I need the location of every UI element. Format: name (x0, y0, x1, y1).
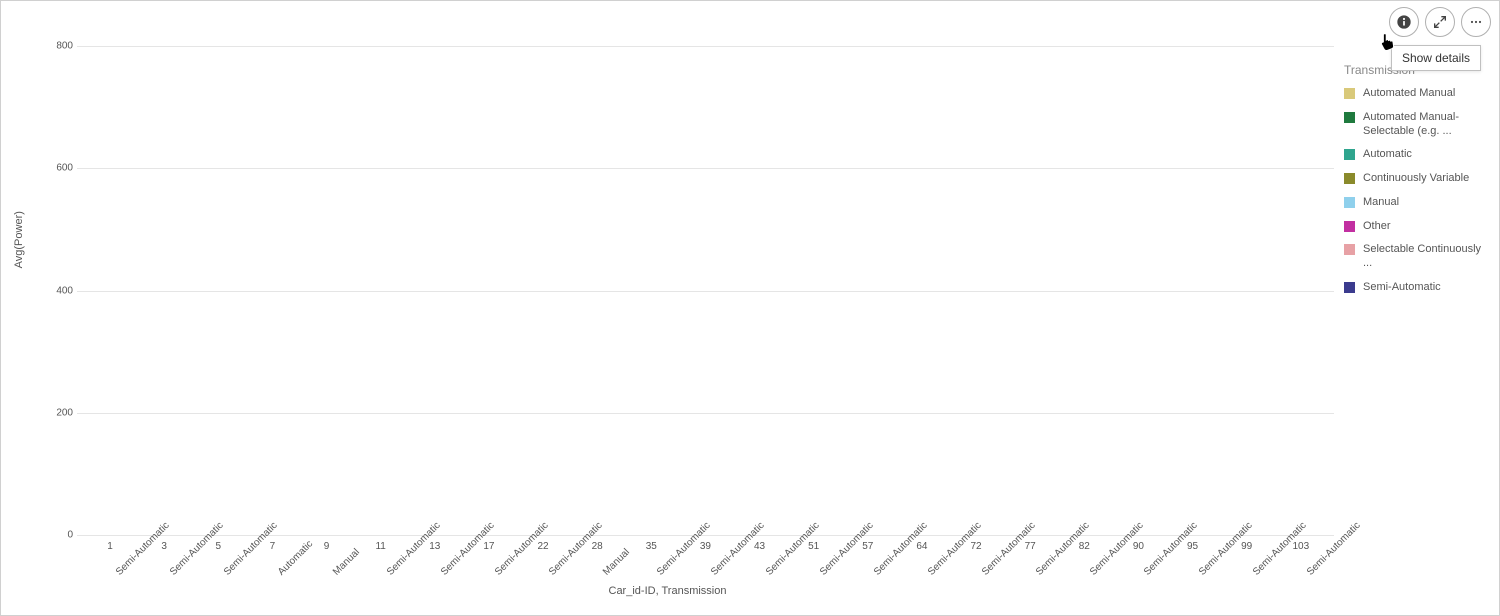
x-tick-transmission: Semi-Automatic (385, 570, 393, 578)
x-tick-transmission: Semi-Automatic (980, 570, 988, 578)
x-tick-id: 57 (862, 541, 873, 552)
expand-icon (1432, 14, 1448, 30)
grid-line (77, 413, 1334, 414)
x-tick-slot: 35 Semi-Automatic (624, 535, 678, 581)
x-tick-transmission: Semi-Automatic (1251, 570, 1259, 578)
x-tick-transmission: Semi-Automatic (1305, 570, 1313, 578)
y-tick-label: 400 (49, 285, 73, 296)
expand-button[interactable] (1425, 7, 1455, 37)
x-tick-id: 28 (592, 541, 603, 552)
x-tick-id: 9 (324, 541, 330, 552)
x-tick-id: 90 (1133, 541, 1144, 552)
x-tick-id: 77 (1025, 541, 1036, 552)
legend-swatch (1344, 221, 1355, 232)
x-tick-transmission: Manual (601, 570, 609, 578)
info-tooltip: Show details (1391, 45, 1481, 71)
x-tick-transmission: Semi-Automatic (1088, 570, 1096, 578)
x-tick-id: 35 (646, 541, 657, 552)
legend-swatch (1344, 244, 1355, 255)
legend-label: Semi-Automatic (1363, 281, 1489, 295)
legend-item[interactable]: Automated Manual (1344, 87, 1489, 101)
y-tick-label: 800 (49, 41, 73, 52)
x-tick-id: 39 (700, 541, 711, 552)
x-tick-transmission: Semi-Automatic (1197, 570, 1205, 578)
x-tick-id: 43 (754, 541, 765, 552)
more-button[interactable] (1461, 7, 1491, 37)
x-tick-transmission: Semi-Automatic (709, 570, 717, 578)
more-icon (1468, 14, 1484, 30)
info-icon (1396, 14, 1412, 30)
x-tick-transmission: Semi-Automatic (222, 570, 230, 578)
x-ticks: 1 Semi-Automatic 3 Semi-Automatic 5 Semi-Auto… (77, 535, 1334, 581)
x-tick-id: 5 (216, 541, 222, 552)
x-tick-id: 17 (483, 541, 494, 552)
legend-label: Automated Manual (1363, 87, 1489, 101)
x-tick-id: 13 (429, 541, 440, 552)
y-tick-label: 200 (49, 407, 73, 418)
legend-label: Other (1363, 220, 1489, 234)
legend-label: Manual (1363, 196, 1489, 210)
x-tick-transmission: Semi-Automatic (926, 570, 934, 578)
legend-label: Automatic (1363, 148, 1489, 162)
x-tick-id: 7 (270, 541, 276, 552)
x-tick-id: 95 (1187, 541, 1198, 552)
chart-toolbar (1389, 7, 1491, 37)
legend-item[interactable]: Selectable Continuously ... (1344, 243, 1489, 271)
x-tick-slot: 1 Semi-Automatic (83, 535, 137, 581)
x-tick-id: 64 (916, 541, 927, 552)
x-tick-transmission: Semi-Automatic (818, 570, 826, 578)
x-tick-transmission: Semi-Automatic (872, 570, 880, 578)
plot-area: 0200400600800 (77, 46, 1334, 535)
x-tick-id: 3 (161, 541, 167, 552)
x-tick-transmission: Semi-Automatic (439, 570, 447, 578)
x-tick-id: 11 (375, 541, 385, 552)
legend: Transmission Automated ManualAutomated M… (1344, 63, 1489, 305)
x-tick-id: 103 (1292, 541, 1309, 552)
legend-swatch (1344, 112, 1355, 123)
legend-item[interactable]: Continuously Variable (1344, 172, 1489, 186)
legend-label: Continuously Variable (1363, 172, 1489, 186)
x-tick-id: 72 (971, 541, 982, 552)
grid-line (77, 46, 1334, 47)
x-tick-id: 82 (1079, 541, 1090, 552)
y-tick-label: 600 (49, 163, 73, 174)
y-tick-label: 0 (49, 530, 73, 541)
x-tick-id: 1 (107, 541, 113, 552)
x-tick-id: 51 (808, 541, 819, 552)
x-tick-transmission: Semi-Automatic (1034, 570, 1042, 578)
x-tick-transmission: Automatic (276, 570, 284, 578)
legend-item[interactable]: Automated Manual-Selectable (e.g. ... (1344, 111, 1489, 139)
legend-swatch (1344, 173, 1355, 184)
x-tick-transmission: Semi-Automatic (114, 570, 122, 578)
legend-item[interactable]: Other (1344, 220, 1489, 234)
legend-item[interactable]: Semi-Automatic (1344, 281, 1489, 295)
x-tick-transmission: Manual (331, 570, 339, 578)
legend-swatch (1344, 282, 1355, 293)
x-tick-transmission: Semi-Automatic (655, 570, 663, 578)
legend-label: Automated Manual-Selectable (e.g. ... (1363, 111, 1489, 139)
legend-label: Selectable Continuously ... (1363, 243, 1489, 271)
grid-line (77, 291, 1334, 292)
x-tick-transmission: Semi-Automatic (493, 570, 501, 578)
grid-line (77, 168, 1334, 169)
x-tick-transmission: Semi-Automatic (1142, 570, 1150, 578)
legend-swatch (1344, 88, 1355, 99)
y-axis-label: Avg(Power) (13, 211, 25, 268)
x-tick-slot: 11 Semi-Automatic (354, 535, 408, 581)
info-button[interactable] (1389, 7, 1419, 37)
x-tick-id: 99 (1241, 541, 1252, 552)
legend-item[interactable]: Manual (1344, 196, 1489, 210)
legend-items: Automated Manual Automated Manual-Selecta… (1344, 87, 1489, 295)
x-axis-label: Car_id-ID, Transmission (1, 585, 1334, 597)
x-tick-transmission: Semi-Automatic (168, 570, 176, 578)
legend-item[interactable]: Automatic (1344, 148, 1489, 162)
x-tick-id: 22 (538, 541, 549, 552)
legend-swatch (1344, 149, 1355, 160)
x-tick-transmission: Semi-Automatic (547, 570, 555, 578)
legend-swatch (1344, 197, 1355, 208)
x-tick-transmission: Semi-Automatic (764, 570, 772, 578)
bar-chart: Avg(Power) 0200400600800 1Semi-Automatic… (21, 46, 1334, 535)
